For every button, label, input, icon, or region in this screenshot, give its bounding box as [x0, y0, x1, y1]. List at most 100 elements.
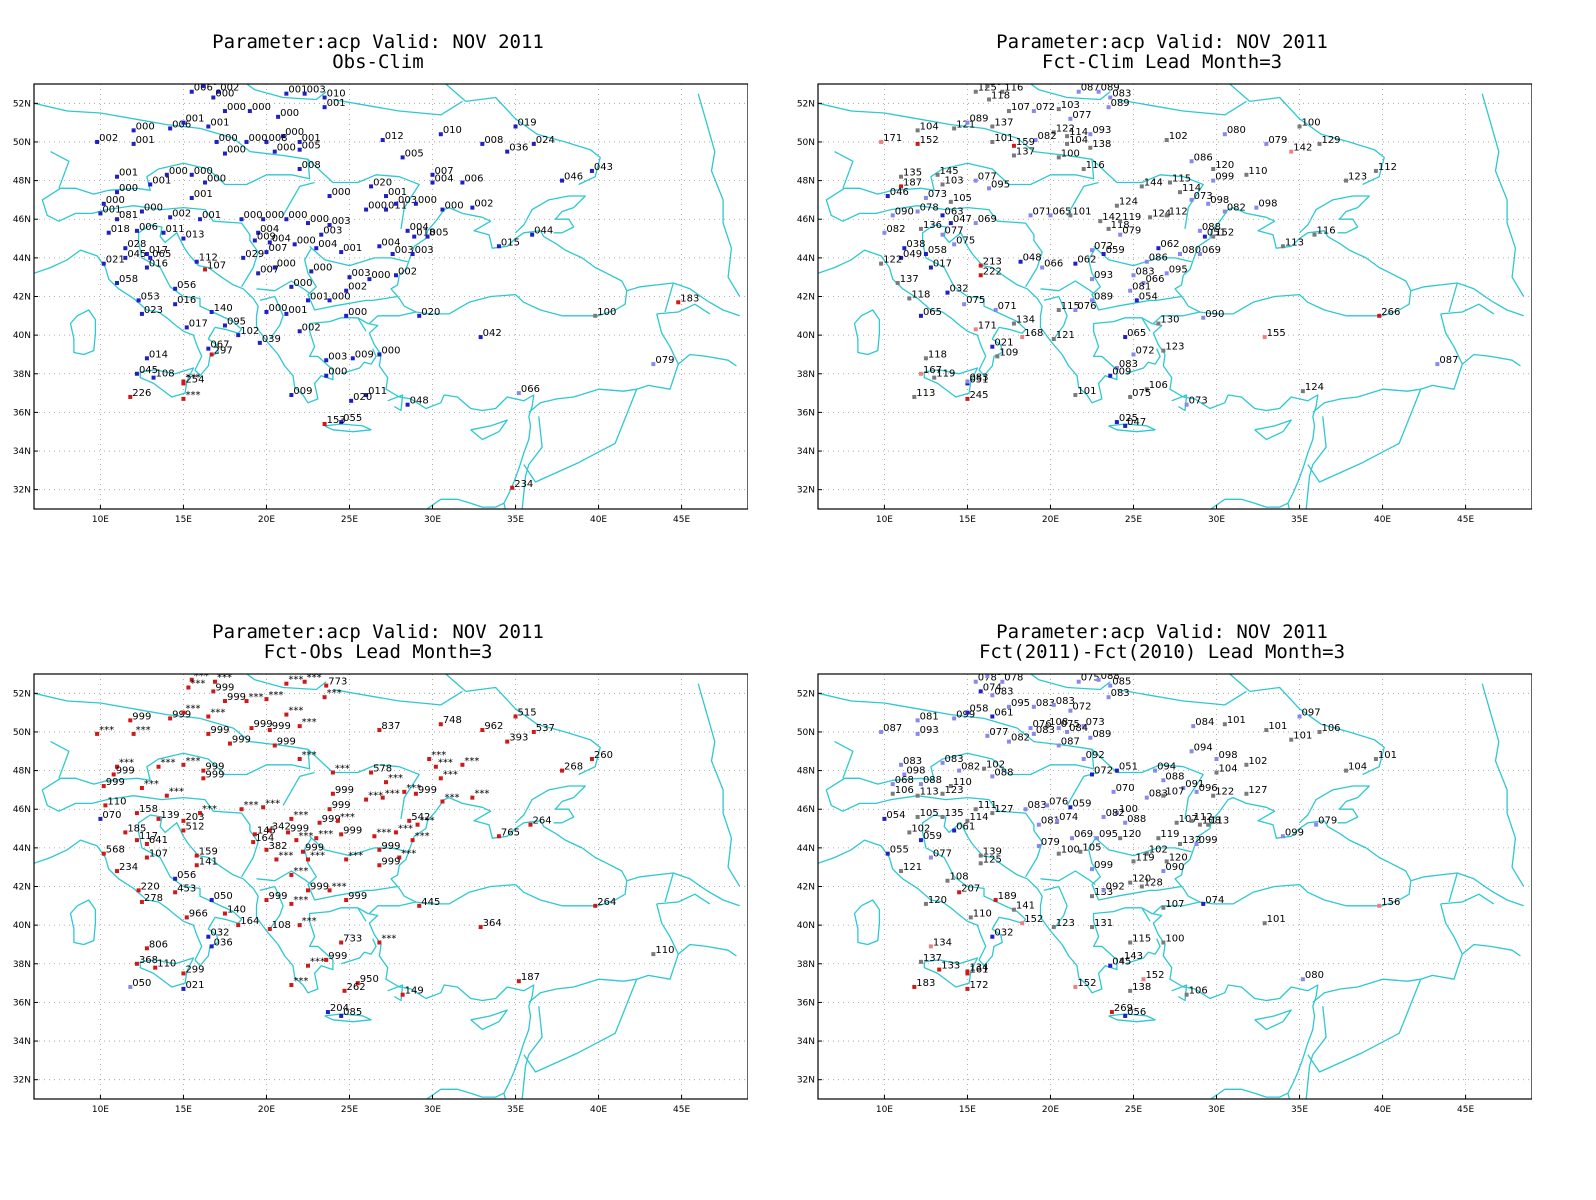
coastline-path — [1125, 348, 1161, 375]
station-marker — [327, 807, 332, 812]
station-marker — [923, 195, 928, 200]
coastline-path — [368, 206, 628, 324]
station-marker — [123, 246, 128, 251]
station-marker — [1068, 213, 1073, 218]
station-marker — [957, 768, 962, 773]
station-value-label: 260 — [594, 750, 613, 761]
station-marker — [1031, 704, 1036, 709]
coastline-path — [853, 309, 881, 356]
station-value-label: 046 — [564, 172, 583, 183]
coastline-path — [1249, 96, 1385, 186]
coastline-path — [332, 98, 463, 116]
station-marker — [890, 782, 895, 787]
station-marker — [1106, 695, 1111, 700]
station-marker — [344, 288, 349, 293]
station-marker — [1156, 836, 1161, 841]
station-value-label: 101 — [994, 133, 1013, 144]
station-value-label: 072 — [1094, 241, 1113, 252]
station-marker — [438, 776, 443, 781]
station-value-label: 100 — [1119, 804, 1138, 815]
station-value-label: 445 — [421, 897, 440, 908]
station-marker — [1020, 921, 1025, 926]
station-value-label: 062 — [1077, 255, 1096, 266]
station-value-label: 512 — [185, 821, 204, 832]
station-value-label: 072 — [1072, 702, 1091, 713]
station-marker — [267, 240, 272, 245]
station-value-label: 102 — [1169, 131, 1188, 142]
station-marker — [1118, 219, 1123, 224]
station-marker — [1189, 159, 1194, 164]
station-value-label: 155 — [1267, 328, 1286, 339]
station-value-label: 120 — [928, 895, 947, 906]
station-marker — [405, 228, 410, 233]
lon-tick-label: 40E — [1374, 515, 1391, 522]
station-marker — [355, 981, 360, 986]
station-value-label: 071 — [1033, 206, 1052, 217]
station-value-label: 001 — [327, 98, 346, 109]
station-value-label: *** — [474, 789, 489, 800]
station-marker — [267, 828, 272, 833]
station-marker — [1119, 957, 1124, 962]
station-marker — [339, 940, 344, 945]
station-value-label: 050 — [132, 978, 151, 989]
station-marker — [1254, 205, 1259, 210]
station-value-label: 099 — [1215, 172, 1234, 183]
station-value-label: 141 — [199, 856, 218, 867]
station-marker — [1101, 814, 1106, 819]
station-marker — [496, 834, 501, 839]
station-marker — [261, 805, 266, 810]
station-marker — [589, 168, 594, 173]
station-value-label: 108 — [1202, 816, 1221, 827]
station-marker — [902, 246, 907, 251]
station-marker — [1006, 704, 1011, 709]
station-marker — [115, 174, 120, 179]
station-marker — [289, 872, 294, 877]
station-value-label: *** — [217, 673, 232, 684]
station-marker — [252, 238, 257, 243]
station-marker — [978, 689, 983, 694]
station-marker — [1131, 273, 1136, 278]
station-marker — [1184, 402, 1189, 407]
station-value-label: 161 — [969, 964, 988, 975]
station-marker — [1078, 849, 1083, 854]
station-marker — [973, 178, 978, 183]
station-value-label: 999 — [268, 891, 287, 902]
station-value-label: 000 — [119, 183, 138, 194]
coastline-path — [256, 870, 312, 886]
station-value-label: 101 — [1378, 750, 1397, 761]
station-marker — [372, 834, 377, 839]
station-marker — [1108, 683, 1113, 688]
station-value-label: *** — [249, 692, 264, 703]
station-marker — [139, 785, 144, 790]
lat-tick-label: 52N — [13, 99, 31, 109]
station-marker — [968, 915, 973, 920]
station-marker — [1264, 141, 1269, 146]
station-marker — [1131, 859, 1136, 864]
station-value-label: 054 — [886, 810, 905, 821]
station-marker — [1089, 298, 1094, 303]
station-value-label: 032 — [994, 928, 1013, 939]
station-marker — [222, 323, 227, 328]
station-marker — [918, 313, 923, 318]
station-value-label: 000 — [144, 203, 163, 214]
lon-tick-label: 45E — [673, 1105, 690, 1112]
station-value-label: 087 — [1061, 736, 1080, 747]
station-value-label: 000 — [252, 102, 271, 113]
station-value-label: 047 — [953, 214, 972, 225]
station-value-label: 096 — [1199, 783, 1218, 794]
station-value-label: 019 — [518, 118, 537, 129]
station-marker — [305, 298, 310, 303]
station-marker — [95, 139, 100, 144]
station-value-label: 119 — [936, 369, 955, 380]
coastline-path — [470, 419, 508, 441]
station-marker — [144, 265, 149, 270]
station-value-label: 090 — [895, 206, 914, 217]
station-value-label: 999 — [106, 777, 125, 788]
station-value-label: 001 — [152, 175, 171, 186]
station-marker — [189, 172, 194, 177]
station-value-label: 187 — [903, 177, 922, 188]
panel-title-line1: Parameter:acp Valid: NOV 2011 — [996, 621, 1328, 643]
station-value-label: 168 — [1024, 328, 1043, 339]
station-value-label: 088 — [1127, 814, 1146, 825]
station-value-label: 001 — [194, 189, 213, 200]
